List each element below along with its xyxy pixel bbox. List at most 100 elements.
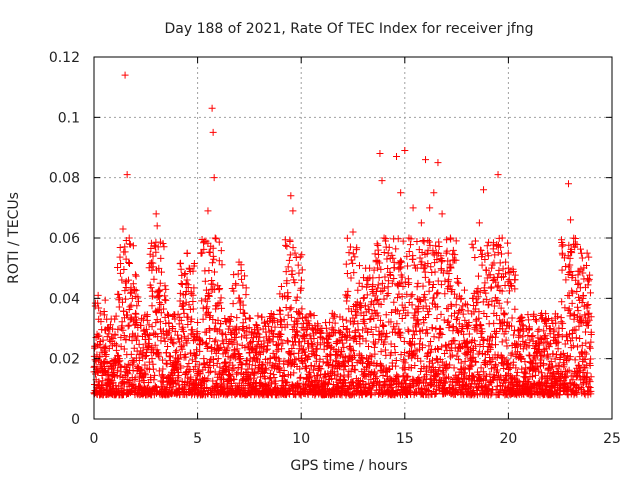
data-point [331,371,339,379]
data-point [560,361,568,369]
data-point [481,383,489,391]
data-point [450,364,458,372]
data-point [531,340,539,348]
data-point [105,379,113,387]
data-point [584,281,592,289]
data-point [275,364,283,372]
data-point [217,319,225,327]
data-point [566,379,574,387]
data-point [270,330,278,338]
data-point [500,309,508,317]
data-point [370,266,378,274]
data-point [346,243,354,251]
data-point [364,275,372,283]
data-point [205,266,213,274]
data-point [277,282,285,290]
data-point [404,326,412,334]
data-point [155,286,163,294]
data-point [537,369,545,377]
data-point [218,304,226,312]
data-point [586,361,594,369]
data-point [208,259,216,267]
data-point [245,361,253,369]
data-point [484,301,492,309]
data-point [380,249,388,257]
data-point [177,265,185,273]
data-point [471,237,479,245]
data-point [458,306,466,314]
data-point [156,279,164,287]
data-point [419,282,427,290]
data-point [483,274,491,282]
data-point [537,356,545,364]
data-point [555,362,563,370]
data-point [410,331,418,339]
data-point [359,326,367,334]
data-point [535,325,543,333]
data-point [116,294,124,302]
data-point [282,241,290,249]
data-point [547,364,555,372]
data-point [217,343,225,351]
data-point [432,355,440,363]
data-point [176,313,184,321]
data-point [481,255,489,263]
data-point [181,290,189,298]
data-point [254,326,262,334]
data-point [352,338,360,346]
data-point [99,336,107,344]
data-point [449,323,457,331]
data-point [433,344,441,352]
data-point [524,311,532,319]
data-point [120,332,128,340]
data-point [504,264,512,272]
data-point [382,377,390,385]
data-point [148,287,156,295]
data-point [556,391,564,399]
data-point [434,277,442,285]
data-point [457,294,465,302]
data-point [118,318,126,326]
data-point [207,367,215,375]
data-point [358,282,366,290]
data-point [371,350,379,358]
data-point [492,341,500,349]
data-point [270,311,278,319]
data-point [405,234,413,242]
data-point [283,337,291,345]
data-point [469,244,477,252]
data-point [127,301,135,309]
data-point [540,360,548,368]
data-point [301,314,309,322]
data-point [184,334,192,342]
data-point [165,353,173,361]
data-point [449,246,457,254]
data-point [392,356,400,364]
data-point [474,272,482,280]
data-point [162,285,170,293]
data-point [437,281,445,289]
data-point [437,258,445,266]
data-point [492,327,500,335]
data-point [189,337,197,345]
data-point [343,293,351,301]
data-point [579,269,587,277]
data-point [135,340,143,348]
data-point [444,317,452,325]
data-point [199,315,207,323]
data-point [287,192,295,200]
data-point [97,318,105,326]
data-point [407,292,415,300]
data-point [120,307,128,315]
data-point [126,259,134,267]
data-point [446,282,454,290]
data-point [216,299,224,307]
data-point [565,366,573,374]
data-point [173,347,181,355]
data-point [555,331,563,339]
data-point [477,364,485,372]
data-point [303,330,311,338]
data-point [210,268,218,276]
data-point [572,276,580,284]
data-point [172,380,180,388]
